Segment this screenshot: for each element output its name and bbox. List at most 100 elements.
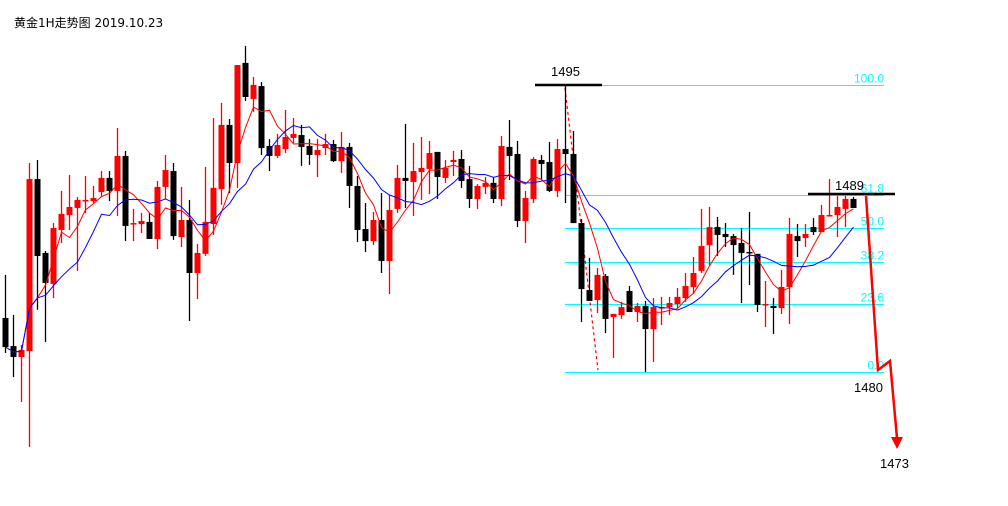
candle <box>586 257 593 301</box>
candle-body <box>594 274 601 300</box>
candle <box>554 139 561 198</box>
candle <box>370 211 377 246</box>
candle-body <box>162 170 169 187</box>
candle-body <box>466 179 473 199</box>
candle-body <box>626 290 633 313</box>
candle <box>466 166 473 208</box>
candle-body <box>578 223 585 290</box>
candle <box>762 281 769 327</box>
candle <box>458 149 465 188</box>
candle-body <box>402 177 409 181</box>
candle <box>338 132 345 173</box>
candle-body <box>698 246 705 271</box>
candle <box>698 208 705 274</box>
candle-body <box>242 62 249 97</box>
fib-level-label: 0.0 <box>867 359 884 373</box>
candle <box>474 184 481 209</box>
projection-path <box>864 195 899 439</box>
candle-body <box>98 177 105 193</box>
candle-body <box>250 84 257 99</box>
candle-body <box>418 167 425 172</box>
candle-body <box>826 215 833 217</box>
candle-body <box>154 186 161 239</box>
candle-body <box>770 305 777 309</box>
candle-body <box>42 252 49 283</box>
candle-body <box>586 290 593 301</box>
dashed-swing-line <box>564 87 599 371</box>
candle-body <box>474 185 481 199</box>
candle <box>250 76 257 112</box>
candle-body <box>194 252 201 274</box>
candle <box>90 185 97 203</box>
candle <box>226 118 233 194</box>
candle-body <box>746 251 753 254</box>
candle <box>122 150 129 242</box>
candle-body <box>106 177 113 191</box>
candle <box>138 212 145 234</box>
candle <box>114 127 121 216</box>
candle-body <box>386 210 393 261</box>
candle <box>298 124 305 166</box>
candle <box>98 171 105 198</box>
candle <box>410 142 417 216</box>
candle <box>746 211 753 286</box>
candle <box>210 118 217 235</box>
candle-body <box>834 207 841 216</box>
candle-body <box>802 233 809 238</box>
candle <box>506 119 513 181</box>
candle <box>634 303 641 322</box>
candle-body <box>506 146 513 156</box>
candle-body <box>186 220 193 274</box>
candle-body <box>50 228 57 284</box>
candle <box>418 136 425 200</box>
projection-arrowhead <box>891 437 903 449</box>
candle <box>786 217 793 325</box>
candle-body <box>18 349 25 357</box>
candle-body <box>498 145 505 199</box>
candle-body <box>354 185 361 230</box>
candle-body <box>714 227 721 235</box>
candle <box>826 179 833 217</box>
candle-body <box>122 155 129 226</box>
candle-body <box>178 220 185 238</box>
candle-body <box>2 317 9 348</box>
candle <box>74 197 81 271</box>
candle-body <box>690 273 697 287</box>
candle <box>642 300 649 372</box>
candle <box>674 287 681 309</box>
fib-level-label: 61.8 <box>861 182 885 196</box>
ma-5-line <box>5 106 854 353</box>
candle <box>178 186 185 247</box>
candle <box>618 301 625 319</box>
candle-body <box>410 171 417 182</box>
candle-body <box>82 199 89 202</box>
candle-body <box>818 215 825 233</box>
candle-body <box>562 149 569 155</box>
candle <box>794 224 801 257</box>
candle <box>354 176 361 243</box>
candle <box>242 45 249 102</box>
candle-body <box>26 179 33 352</box>
candle-body <box>138 220 145 225</box>
candle-body <box>706 227 713 246</box>
candle-body <box>762 303 769 306</box>
candle-body <box>618 307 625 316</box>
candle-body <box>666 303 673 308</box>
candle-body <box>362 229 369 242</box>
candle-body <box>810 227 817 233</box>
candle-body <box>146 221 153 239</box>
candle <box>314 139 321 177</box>
candle-body <box>314 149 321 155</box>
candle-body <box>522 198 529 221</box>
candle <box>498 136 505 207</box>
candle <box>306 139 313 165</box>
candle-body <box>530 158 537 199</box>
candle-body <box>74 199 81 208</box>
candle <box>394 164 401 213</box>
candle <box>690 256 697 295</box>
candle-body <box>330 144 337 162</box>
candle-body <box>90 198 97 202</box>
candle <box>530 157 537 203</box>
candle <box>162 154 169 199</box>
candle <box>106 171 113 202</box>
